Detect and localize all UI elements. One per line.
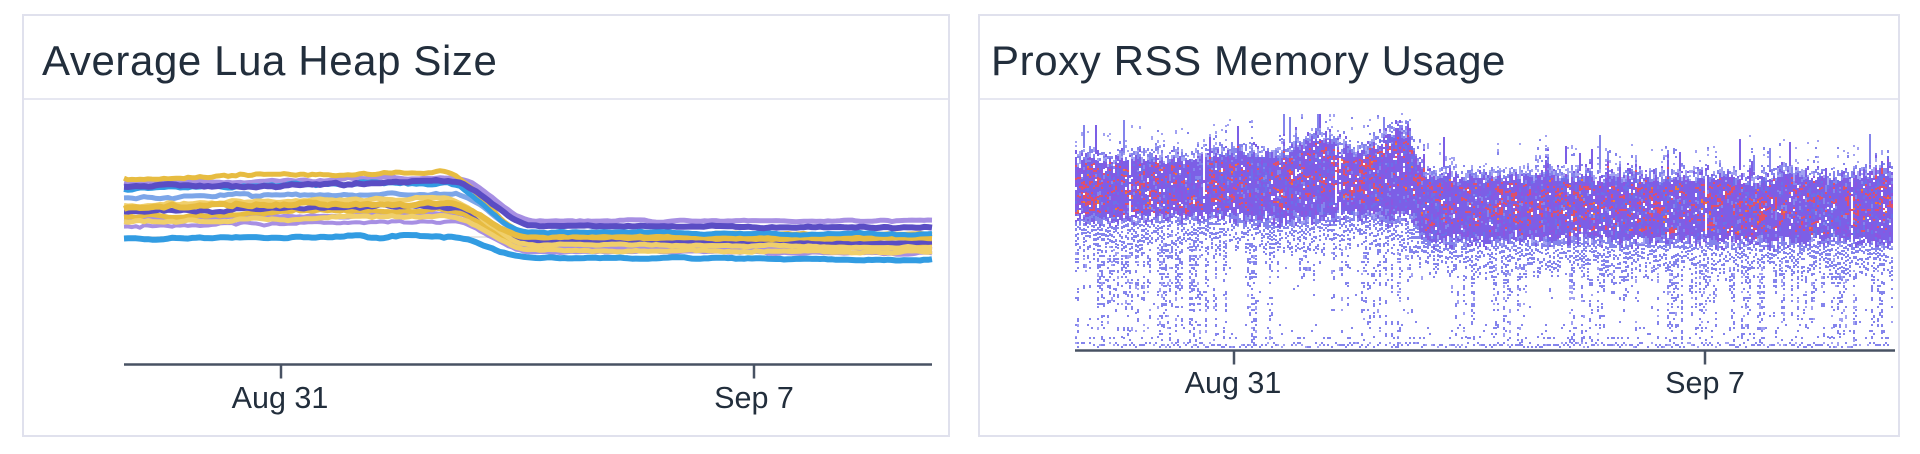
svg-text:Sep 7: Sep 7 (1665, 366, 1745, 400)
svg-text:Sep 7: Sep 7 (714, 381, 794, 415)
svg-text:Aug 31: Aug 31 (1185, 366, 1282, 400)
svg-text:Aug 31: Aug 31 (232, 381, 329, 415)
